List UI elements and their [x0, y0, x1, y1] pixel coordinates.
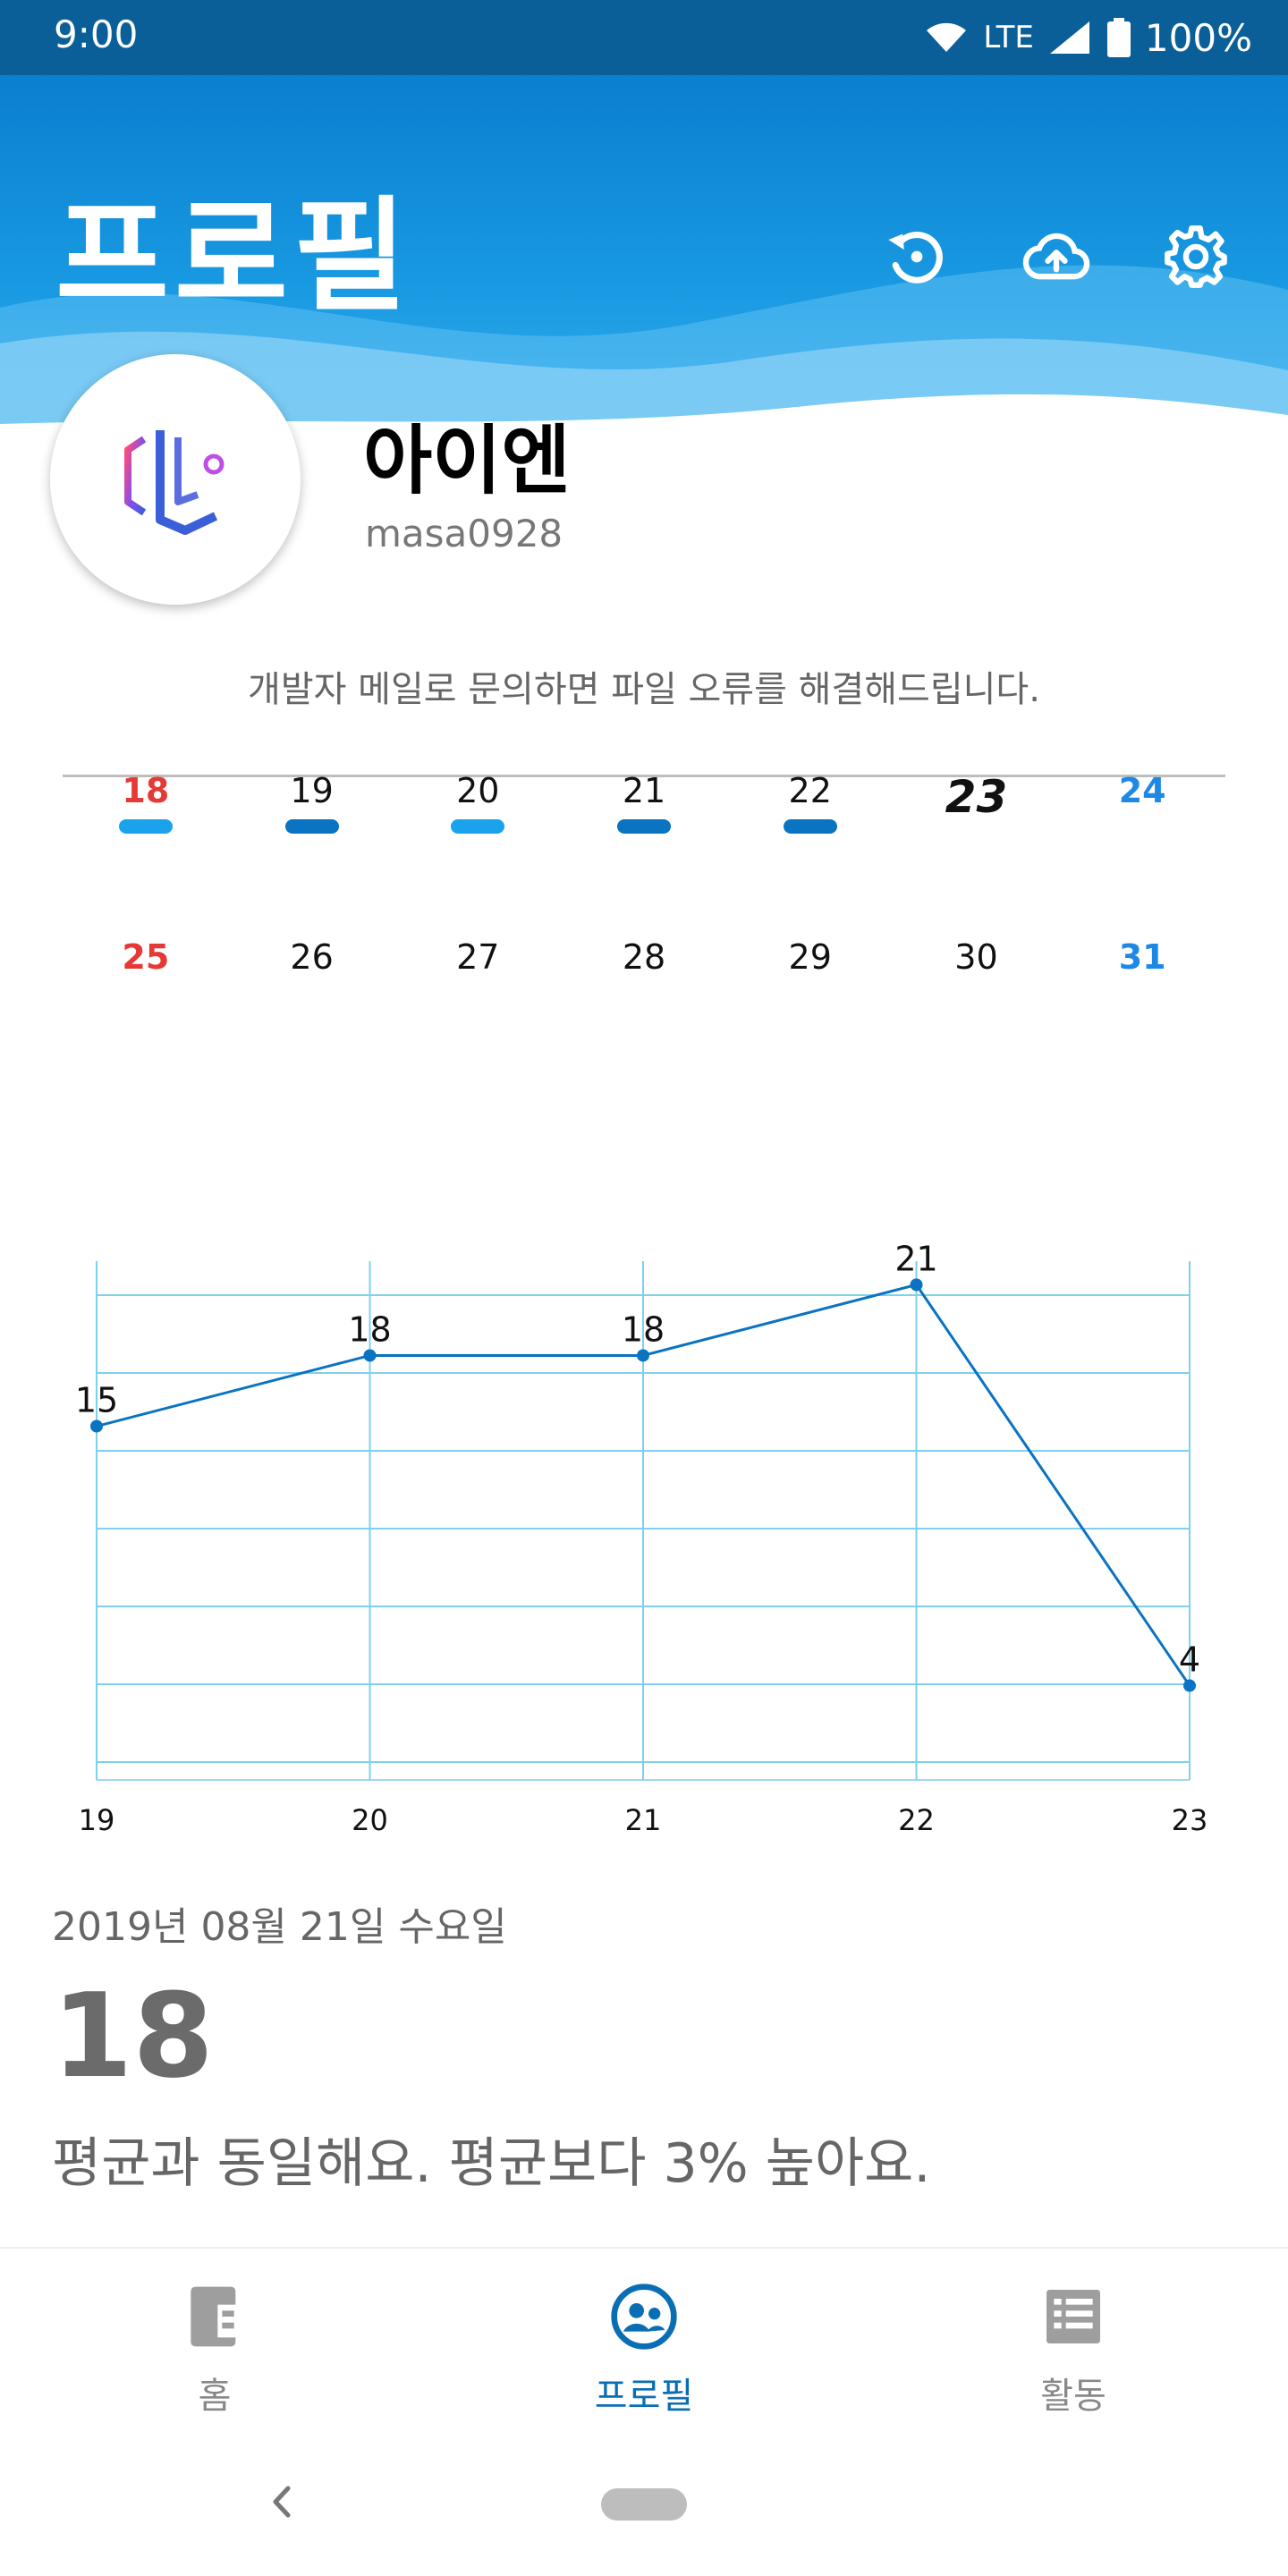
wifi-icon	[927, 22, 967, 52]
activity-list-icon	[1046, 2290, 1100, 2343]
chart-x-tick-label: 21	[625, 1803, 662, 1837]
avatar[interactable]	[50, 354, 301, 605]
calendar-day-22[interactable]: 22	[727, 771, 894, 834]
status-bar: 9:00 LTE 100%	[0, 0, 1288, 75]
calendar-week-1: 18 19 20 21 22 23 24	[63, 771, 1225, 834]
calendar-day-20[interactable]: 20	[394, 771, 561, 834]
chart-data-label: 21	[894, 1239, 937, 1278]
calendar-activity-bar	[617, 819, 672, 834]
status-icons: LTE 100%	[924, 11, 1252, 64]
calendar-day-19[interactable]: 19	[229, 771, 395, 834]
calendar-day-number: 21	[622, 771, 666, 810]
calendar-day-number: 23	[945, 771, 1008, 823]
chart-data-label: 15	[75, 1381, 118, 1420]
calendar-week-2: 25 26 27 28 29 30 31	[63, 937, 1225, 977]
calendar-divider	[63, 775, 1225, 777]
back-icon[interactable]	[259, 2479, 304, 2524]
calendar-day-number: 20	[456, 771, 500, 810]
cloud-upload-icon	[1022, 233, 1090, 280]
calendar-day-number: 26	[290, 937, 334, 977]
calendar-day-number: 25	[122, 937, 170, 977]
comparison-message: 평균과 동일해요. 평균보다 3% 높아요.	[52, 2132, 931, 2195]
home-icon	[191, 2286, 239, 2347]
calendar-day-28[interactable]: 28	[561, 937, 727, 977]
network-label: LTE	[983, 20, 1034, 55]
chart-x-tick-label: 23	[1172, 1803, 1208, 1837]
settings-button[interactable]	[1157, 218, 1234, 295]
profile-username: masa0928	[365, 512, 564, 555]
chart-point	[637, 1349, 649, 1362]
system-navigation	[0, 2435, 1288, 2576]
header-actions	[878, 218, 1234, 295]
calendar-activity-bar	[451, 819, 505, 834]
chart-point	[90, 1419, 103, 1433]
calendar-day-24[interactable]: 24	[1059, 771, 1225, 823]
calendar-day-21[interactable]: 21	[561, 771, 727, 834]
chart-data-label: 18	[348, 1309, 391, 1349]
calendar-day-27[interactable]: 27	[394, 937, 561, 977]
calendar-day-number: 29	[788, 937, 832, 977]
calendar-activity-bar	[118, 819, 173, 834]
calendar-day-30[interactable]: 30	[894, 937, 1060, 977]
profile-name: 아이엔	[363, 417, 571, 504]
selected-value: 18	[52, 1968, 214, 2104]
cloud-upload-button[interactable]	[1018, 218, 1095, 295]
bottom-navigation: 홈 프로필 활동	[0, 2247, 1288, 2436]
nav-home-label: 홈	[198, 2376, 232, 2417]
gear-icon	[1165, 225, 1227, 288]
restore-icon	[888, 231, 943, 284]
calendar-day-number: 27	[456, 937, 500, 977]
calendar-day-number: 28	[622, 937, 666, 977]
battery-percent: 100%	[1144, 15, 1252, 60]
profile-description: 개발자 메일로 문의하면 파일 오류를 해결해드립니다.	[248, 669, 1040, 710]
nav-activity-label: 활동	[1040, 2376, 1106, 2417]
chart-data-label: 18	[622, 1309, 665, 1349]
chart-x-tick-label: 22	[898, 1803, 935, 1837]
page-title: 프로필	[55, 184, 412, 328]
calendar-day-number: 19	[290, 771, 334, 810]
calendar-activity-bar	[284, 819, 339, 834]
signal-icon	[1049, 21, 1089, 54]
calendar-day-26[interactable]: 26	[229, 937, 395, 977]
nav-home[interactable]: 홈	[0, 2249, 429, 2436]
profile-icon	[611, 2284, 677, 2350]
calendar-day-number: 24	[1118, 771, 1166, 810]
calendar-day-31[interactable]: 31	[1059, 937, 1225, 977]
daily-chart: 15 18 18 21 4 19 20 21 22 23	[0, 1234, 1288, 1860]
nav-profile[interactable]: 프로필	[429, 2249, 859, 2436]
battery-icon	[1106, 18, 1131, 57]
chart-point	[363, 1349, 377, 1362]
chart-x-tick-label: 20	[352, 1803, 388, 1837]
chart-point	[1183, 1679, 1196, 1692]
header-waves	[0, 265, 1288, 451]
calendar-day-23[interactable]: 23	[894, 771, 1060, 823]
nav-activity[interactable]: 활동	[859, 2249, 1288, 2436]
selected-date: 2019년 08월 21일 수요일	[52, 1904, 507, 1950]
chart-x-tick-label: 19	[79, 1803, 115, 1837]
status-time: 9:00	[54, 13, 139, 56]
app-logo-icon	[124, 430, 225, 535]
calendar-day-29[interactable]: 29	[727, 937, 894, 977]
nav-profile-label: 프로필	[594, 2376, 694, 2417]
calendar-activity-bar	[783, 819, 837, 834]
calendar-day-number: 30	[954, 937, 998, 977]
restore-button[interactable]	[878, 218, 955, 295]
calendar-day-18[interactable]: 18	[63, 771, 229, 834]
calendar-day-number: 18	[122, 771, 170, 810]
line-chart: 15 18 18 21 4 19 20 21 22 23	[75, 1239, 1208, 1837]
calendar-day-number: 22	[788, 771, 832, 810]
chart-point	[910, 1278, 923, 1292]
calendar-day-25[interactable]: 25	[63, 937, 229, 977]
calendar-day-number: 31	[1118, 937, 1166, 977]
chart-data-label: 4	[1179, 1640, 1200, 1680]
home-pill[interactable]	[601, 2488, 687, 2521]
